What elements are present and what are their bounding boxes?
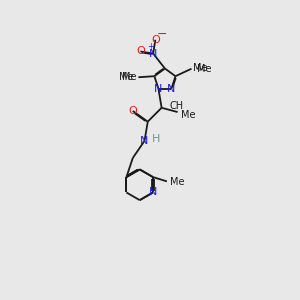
Text: Me: Me [193, 63, 207, 73]
Text: N: N [154, 84, 163, 94]
Text: N: N [140, 136, 149, 146]
Text: −: − [157, 28, 167, 41]
Text: Me: Me [118, 72, 133, 82]
Text: H: H [152, 134, 160, 144]
Text: CH: CH [170, 100, 184, 111]
Text: N: N [149, 49, 158, 58]
Text: O: O [136, 46, 145, 56]
Text: O: O [128, 106, 137, 116]
Text: O: O [151, 35, 160, 45]
Text: Me: Me [170, 177, 184, 188]
Text: +: + [148, 42, 154, 51]
Text: N: N [149, 188, 157, 197]
Text: Me: Me [181, 110, 195, 120]
Text: Me: Me [197, 64, 211, 74]
Text: Me: Me [122, 72, 136, 82]
Text: N: N [167, 84, 175, 94]
